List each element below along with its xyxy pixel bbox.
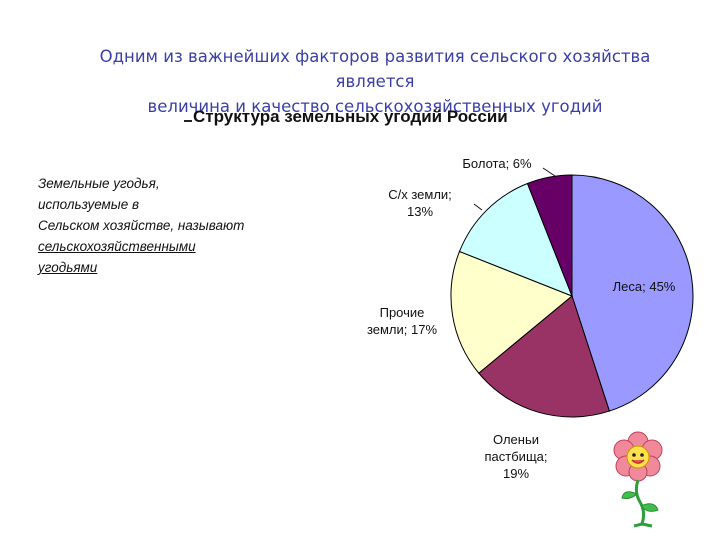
pie-slice-1 [571, 174, 694, 412]
flower-icon [613, 431, 663, 528]
pie-slice-2 [478, 295, 611, 418]
flower-eye-right [640, 453, 644, 457]
definition-line-3: Сельском хозяйстве, называют [38, 218, 245, 233]
flower-leaf-left [621, 491, 638, 499]
slice-label-4-line-2: 13% [407, 204, 433, 219]
slice-label-1-line-1: Леса; 45% [613, 279, 676, 294]
flower-eye-left [632, 453, 636, 457]
flower-foot-left [633, 522, 643, 528]
header-text: Одним из важнейших факторов развития сел… [60, 44, 690, 119]
slice-label-2-line-3: 19% [503, 466, 529, 481]
slice-label-3-line-2: земли; 17% [367, 322, 438, 337]
slice-label-5-line-1: Болота; 6% [462, 156, 532, 171]
definition-line-4: сельскохозяйственными [38, 239, 196, 254]
pie-slice-5 [526, 174, 573, 297]
chart-title-wrap: Структура земельных угодий России [184, 106, 508, 127]
flower-face [626, 445, 650, 469]
flower-stem [634, 479, 646, 525]
slice-label-4-line-1: С/х земли; [388, 187, 452, 202]
flower-smile [631, 459, 645, 464]
slice-label-1: Леса; 45% [613, 279, 676, 294]
slice-label-2: Оленьи пастбища; 19% [485, 432, 548, 481]
header-line-2: величина и качество сельскохозяйственных… [147, 97, 603, 116]
definition-line-2: используемые в [38, 197, 140, 212]
pie-slice-4 [458, 182, 573, 297]
slice-label-2-line-1: Оленьи [493, 432, 539, 447]
definition-line-1: Земельные угодья, [38, 176, 160, 191]
definition-text: Земельные угодья, используемые в Сельско… [38, 173, 328, 278]
chart-title: Структура земельных угодий России [193, 107, 508, 126]
slice-label-3: Прочие земли; 17% [367, 305, 438, 337]
definition-line-5: угодьями [38, 260, 98, 275]
slice-label-5: Болота; 6% [462, 156, 532, 171]
pie-slice-3 [450, 250, 573, 374]
flower-foot-right [641, 522, 653, 528]
slice-label-4: С/х земли; 13% [388, 187, 452, 219]
flower-leaf-right [640, 503, 659, 512]
title-underline-mark [184, 106, 192, 122]
header-line-1: Одним из важнейших факторов развития сел… [99, 47, 651, 91]
leader-line-4 [473, 203, 483, 211]
slice-label-2-line-2: пастбища; [485, 449, 548, 464]
leader-line-5 [542, 167, 556, 177]
slice-label-3-line-1: Прочие [380, 305, 425, 320]
